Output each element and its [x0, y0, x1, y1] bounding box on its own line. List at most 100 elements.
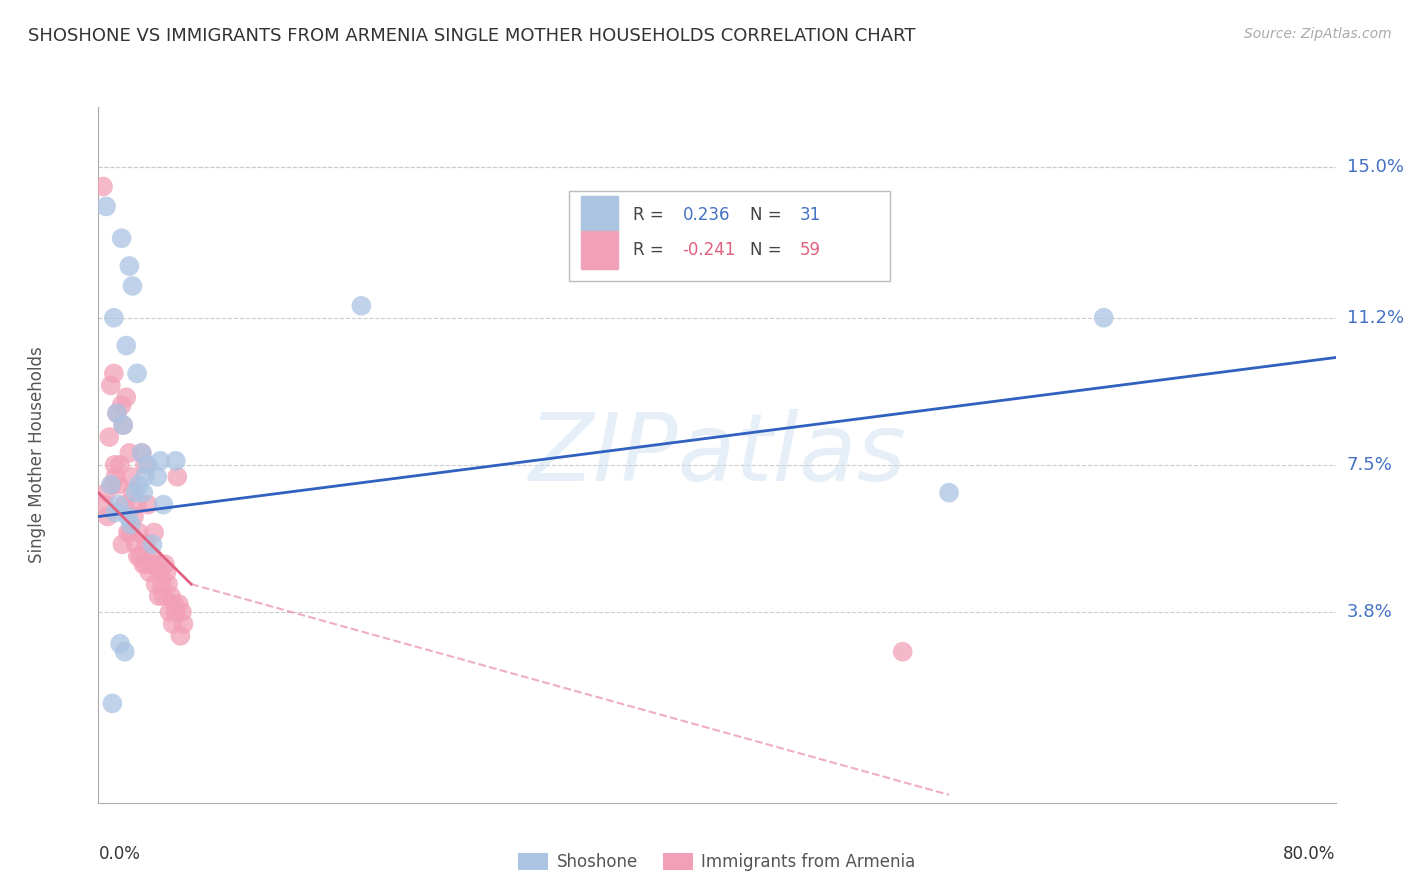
Point — [96, 199, 118, 213]
Point — [128, 477, 150, 491]
Point — [124, 537, 146, 551]
Point — [134, 470, 156, 484]
Legend: Shoshone, Immigrants from Armenia: Shoshone, Immigrants from Armenia — [512, 847, 922, 878]
Point — [114, 498, 136, 512]
Point — [115, 338, 138, 352]
Point — [160, 589, 183, 603]
Text: -0.241: -0.241 — [682, 241, 735, 259]
Text: N =: N = — [751, 206, 787, 224]
Point — [104, 506, 127, 520]
Point — [136, 458, 159, 472]
Text: 7.5%: 7.5% — [1347, 456, 1393, 474]
Text: SHOSHONE VS IMMIGRANTS FROM ARMENIA SINGLE MOTHER HOUSEHOLDS CORRELATION CHART: SHOSHONE VS IMMIGRANTS FROM ARMENIA SING… — [28, 27, 915, 45]
Point — [155, 565, 177, 579]
Point — [136, 498, 159, 512]
Point — [104, 458, 127, 472]
Point — [150, 577, 173, 591]
Text: 3.8%: 3.8% — [1347, 603, 1392, 621]
Point — [93, 498, 115, 512]
Point — [111, 537, 134, 551]
Point — [118, 259, 141, 273]
Point — [120, 525, 142, 540]
Point — [152, 589, 174, 603]
Point — [111, 398, 132, 412]
Point — [97, 509, 120, 524]
Point — [114, 645, 136, 659]
FancyBboxPatch shape — [568, 191, 890, 281]
Point — [112, 418, 135, 433]
Bar — [581, 195, 619, 234]
Point — [117, 509, 139, 524]
Point — [105, 406, 128, 420]
Text: Source: ZipAtlas.com: Source: ZipAtlas.com — [1244, 27, 1392, 41]
Point — [112, 418, 135, 433]
Point — [127, 367, 149, 381]
Point — [131, 446, 153, 460]
Point — [135, 558, 157, 572]
Text: N =: N = — [751, 241, 787, 259]
Point — [120, 470, 142, 484]
Point — [115, 390, 138, 404]
Point — [153, 558, 176, 572]
Point — [149, 454, 172, 468]
Point — [108, 637, 131, 651]
Point — [128, 525, 150, 540]
Point — [145, 577, 167, 591]
Point — [165, 605, 187, 619]
Point — [120, 517, 142, 532]
Point — [141, 537, 165, 551]
Point — [138, 565, 160, 579]
Point — [166, 470, 188, 484]
Point — [135, 537, 157, 551]
Point — [141, 549, 165, 564]
Point — [139, 558, 162, 572]
Point — [107, 477, 129, 491]
Point — [159, 605, 181, 619]
Point — [132, 485, 155, 500]
Point — [111, 231, 132, 245]
Point — [103, 310, 125, 325]
Point — [101, 477, 124, 491]
Point — [124, 485, 146, 500]
Text: 59: 59 — [800, 241, 821, 259]
Point — [118, 446, 141, 460]
Point — [163, 597, 186, 611]
Point — [165, 454, 187, 468]
Point — [162, 616, 184, 631]
Bar — [581, 230, 619, 268]
Point — [100, 378, 122, 392]
Text: 31: 31 — [800, 206, 821, 224]
Point — [103, 367, 125, 381]
Point — [169, 629, 191, 643]
Point — [146, 558, 169, 572]
Point — [121, 279, 143, 293]
Point — [121, 485, 143, 500]
Point — [131, 446, 153, 460]
Point — [91, 179, 114, 194]
Point — [149, 565, 172, 579]
Point — [100, 477, 122, 491]
Point — [172, 616, 194, 631]
Text: ZIPatlas: ZIPatlas — [529, 409, 905, 500]
Point — [107, 498, 129, 512]
Point — [127, 549, 149, 564]
Point — [104, 470, 127, 484]
Point — [105, 406, 128, 420]
Point — [129, 549, 152, 564]
Point — [132, 558, 155, 572]
Point — [938, 485, 960, 500]
Point — [96, 485, 118, 500]
Point — [122, 509, 145, 524]
Point — [127, 498, 149, 512]
Point — [101, 697, 124, 711]
Text: 0.0%: 0.0% — [98, 845, 141, 863]
Text: 80.0%: 80.0% — [1284, 845, 1336, 863]
Text: R =: R = — [633, 241, 669, 259]
Point — [134, 458, 156, 472]
Point — [891, 645, 914, 659]
Point — [108, 458, 131, 472]
Text: 0.236: 0.236 — [682, 206, 730, 224]
Point — [167, 597, 190, 611]
Point — [148, 589, 170, 603]
Point — [117, 525, 139, 540]
